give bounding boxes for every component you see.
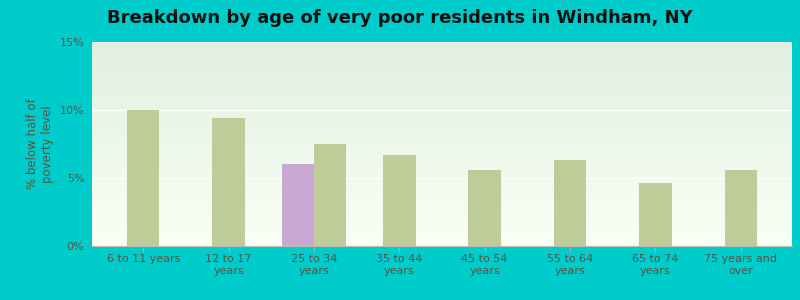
Bar: [383, 155, 415, 246]
Text: Breakdown by age of very poor residents in Windham, NY: Breakdown by age of very poor residents …: [107, 9, 693, 27]
Bar: [314, 144, 346, 246]
Bar: [127, 110, 159, 246]
Bar: [554, 160, 586, 246]
Bar: [639, 183, 672, 246]
Bar: [212, 118, 245, 246]
Y-axis label: % below half of
poverty level: % below half of poverty level: [26, 99, 54, 189]
Bar: [282, 164, 314, 246]
Bar: [725, 170, 757, 246]
Bar: [469, 170, 501, 246]
